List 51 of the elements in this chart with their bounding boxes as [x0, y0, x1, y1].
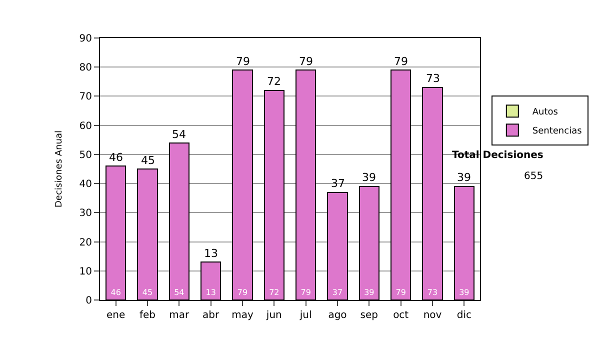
data-label: 46 — [110, 288, 121, 297]
text: 655 — [524, 171, 544, 182]
x-tick-label: mar — [169, 310, 190, 321]
total-label: 45 — [141, 154, 155, 167]
x-tick-label: feb — [139, 310, 156, 321]
annotation: Total Decisiones — [452, 150, 544, 161]
y-tick-label: 30 — [79, 208, 92, 220]
data-label: 39 — [459, 288, 470, 297]
data-label: 73 — [427, 288, 438, 297]
data-label: 45 — [142, 288, 153, 297]
x-tick-label: ago — [328, 310, 347, 321]
total-label: 37 — [331, 177, 345, 190]
total-label: 79 — [236, 55, 250, 68]
data-label: 72 — [269, 288, 280, 297]
total-label: 73 — [426, 72, 440, 85]
data-label: 13 — [206, 288, 216, 297]
data-label: 37 — [332, 288, 343, 297]
x-tick-label: oct — [393, 310, 409, 321]
data-label: 79 — [237, 288, 248, 297]
data-label: 39 — [364, 288, 374, 297]
x-tick-label: may — [232, 310, 254, 321]
total-label: 72 — [267, 75, 281, 88]
total-label: 79 — [299, 55, 313, 68]
y-tick-label: 0 — [86, 296, 92, 306]
data-label: 79 — [396, 288, 406, 297]
total-label: 13 — [204, 247, 218, 260]
y-axis-title: Decisiones Anual — [54, 130, 65, 208]
total-label: 79 — [394, 55, 408, 68]
total-label: 39 — [362, 171, 376, 184]
y-tick-label: 80 — [79, 62, 92, 74]
total-label: 39 — [457, 171, 471, 184]
data-label: 79 — [300, 288, 311, 297]
total-label: 46 — [109, 151, 123, 164]
x-tick-label: nov — [423, 310, 442, 321]
y-tick-label: 60 — [79, 120, 92, 132]
y-tick-label: 40 — [79, 179, 92, 190]
x-tick-label: jun — [265, 310, 282, 321]
x-tick-label: abr — [202, 310, 220, 321]
y-tick-label: 90 — [79, 34, 92, 44]
y-tick-label: 20 — [79, 237, 92, 248]
y-tick-label: 10 — [79, 266, 92, 278]
y-tick-label: 50 — [79, 150, 92, 161]
legend-label: Sentencias — [532, 126, 582, 137]
legend-label: Autos — [532, 108, 558, 118]
y-tick-label: 70 — [79, 92, 92, 103]
data-label: 54 — [174, 288, 184, 297]
x-tick-label: ene — [106, 310, 126, 321]
x-tick-label: jul — [298, 310, 312, 321]
x-tick-label: sep — [360, 310, 378, 321]
x-tick-label: dic — [456, 310, 472, 321]
total-label: 54 — [172, 128, 186, 141]
